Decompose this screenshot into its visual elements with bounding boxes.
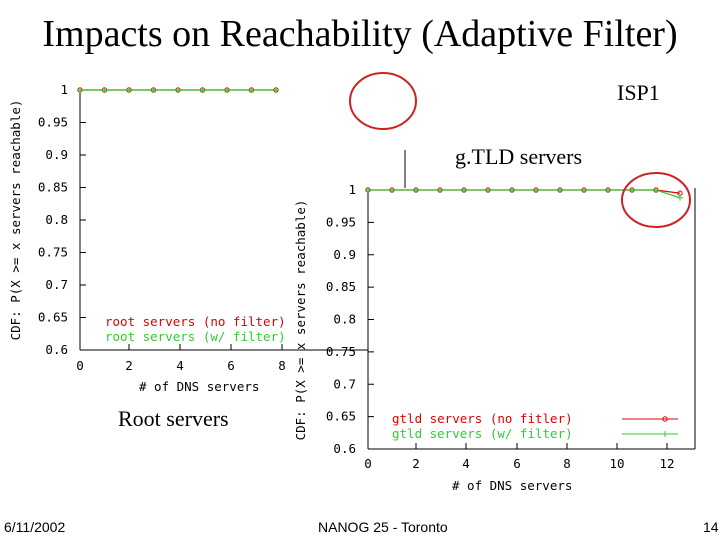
gtld-point (581, 187, 587, 193)
gtld-plot-area (368, 188, 695, 449)
gtld-y-axis-label: CDF: P(X >= x servers reachable) (293, 200, 308, 441)
gtld-y-tick-label: 0.8 (333, 312, 356, 327)
root-series (77, 87, 279, 93)
gtld-y-tick-label: 0.85 (326, 279, 356, 294)
gtld-point (629, 187, 635, 193)
root-point (224, 87, 230, 93)
root-y-tick-label: 0.75 (38, 245, 68, 260)
gtld-y-tick-label: 0.6 (333, 441, 356, 456)
gtld-legend-marker (662, 431, 668, 437)
gtld-point (677, 194, 683, 201)
root-y-tick-label: 0.7 (45, 277, 68, 292)
callout-root-servers: Root servers (118, 406, 229, 431)
gtld-y-tick-label: 0.9 (333, 247, 356, 262)
highlight-circle-gtld (621, 172, 691, 228)
gtld-x-tick-label: 6 (513, 456, 521, 471)
root-y-tick-label: 1 (60, 82, 68, 97)
callout-isp1: ISP1 (617, 80, 660, 105)
root-y-tick-label: 0.95 (38, 115, 68, 130)
gtld-point (437, 187, 443, 193)
gtld-point (485, 187, 491, 193)
gtld-series-line (368, 189, 681, 199)
gtld-point (509, 187, 515, 193)
footer-center: NANOG 25 - Toronto (318, 519, 448, 535)
root-x-axis-label: # of DNS servers (139, 379, 259, 394)
gtld-point (533, 187, 539, 193)
root-x-tick-label: 0 (76, 358, 84, 373)
root-y-tick-label: 0.8 (45, 212, 68, 227)
gtld-x-tick-label: 2 (412, 456, 420, 471)
slide-title: Impacts on Reachability (Adaptive Filter… (42, 13, 678, 55)
root-point (273, 87, 279, 93)
gtld-x-tick-label: 8 (563, 456, 571, 471)
root-point (126, 87, 132, 93)
gtld-point (365, 187, 371, 193)
gtld-series (365, 187, 683, 201)
gtld-legend-label: gtld servers (no fitler) (392, 411, 573, 426)
root-point (199, 87, 206, 93)
root-point (175, 87, 181, 93)
gtld-point (557, 187, 563, 193)
gtld-point (413, 187, 419, 193)
gtld-y-tick-label: 0.75 (326, 344, 356, 359)
footer-date: 6/11/2002 (4, 519, 66, 535)
root-y-tick-label: 0.65 (38, 310, 68, 325)
root-x-tick-label: 8 (278, 358, 286, 373)
root-x-tick-label: 6 (227, 358, 235, 373)
root-servers-plot: 1 0.95 0.9 0.85 0.8 0.75 0.7 0.65 0.6 0 2 4 6 8 # of D… (8, 82, 415, 394)
gtld-point (605, 187, 611, 193)
root-y-tick-label: 0.6 (45, 342, 68, 357)
gtld-point (653, 187, 659, 193)
gtld-servers-plot: 1 0.95 0.9 0.85 0.8 0.75 0.7 0.65 0.6 0 2 4 6 8 10 12 # … (293, 182, 696, 493)
gtld-point (389, 187, 395, 193)
callout-gtld-servers: g.TLD servers (455, 144, 583, 169)
root-y-axis-label: CDF: P(X >= x servers reachable) (8, 100, 23, 341)
root-x-tick-label: 2 (125, 358, 133, 373)
root-legend-label: root servers (no filter) (105, 314, 286, 329)
root-point (248, 87, 255, 93)
gtld-x-tick-label: 0 (364, 456, 372, 471)
gtld-y-tick-label: 0.7 (333, 376, 356, 391)
gtld-y-tick-label: 0.65 (326, 409, 356, 424)
gtld-point (461, 187, 467, 193)
gtld-x-tick-label: 4 (462, 456, 470, 471)
gtld-x-tick-label: 12 (659, 456, 674, 471)
root-point (101, 87, 108, 93)
page-number: 14 (703, 519, 719, 535)
gtld-legend-label: gtld servers (w/ filter) (392, 426, 573, 441)
root-y-tick-label: 0.9 (45, 147, 68, 162)
highlight-circles (349, 72, 691, 228)
root-point (77, 87, 83, 93)
root-x-tick-label: 4 (176, 358, 184, 373)
highlight-circle-isp1 (349, 72, 417, 130)
gtld-x-axis-label: # of DNS servers (452, 478, 572, 493)
root-legend-label: root servers (w/ filter) (105, 329, 286, 344)
gtld-legend-marker (662, 416, 668, 422)
root-point (150, 87, 157, 93)
gtld-x-tick-label: 10 (609, 456, 624, 471)
gtld-y-tick-label: 0.95 (326, 214, 356, 229)
root-y-tick-label: 0.85 (38, 180, 68, 195)
gtld-y-tick-label: 1 (348, 182, 356, 197)
